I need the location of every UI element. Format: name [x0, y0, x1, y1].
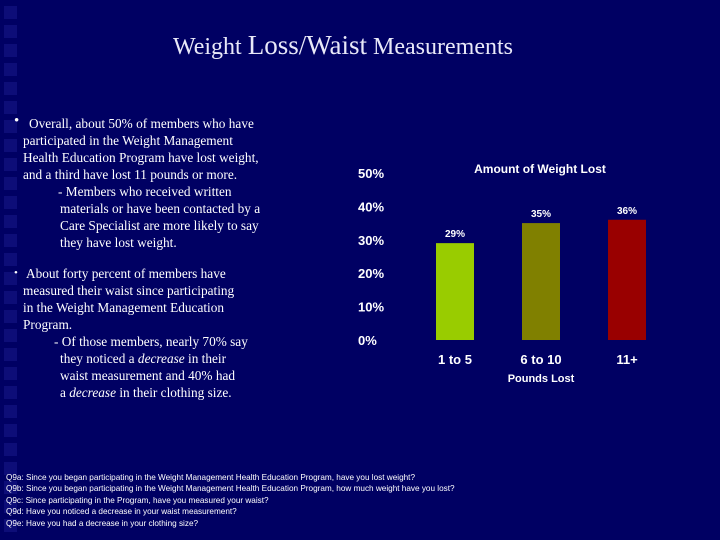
slide-title: Weight Loss/Waist Measurements: [0, 30, 686, 61]
sidebar-square: [4, 234, 17, 247]
bullet-weight-loss: • Overall, about 50% of members who have…: [14, 113, 261, 251]
bar-value-label: 36%: [617, 206, 637, 217]
sidebar-square: [4, 310, 17, 323]
sidebar-square: [4, 139, 17, 152]
sidebar-square: [4, 519, 17, 532]
sidebar-square: [4, 272, 17, 285]
footnote-q9c: Q9c: Since participating in the Program,…: [6, 495, 269, 505]
sidebar-square: [4, 177, 17, 190]
weight-lost-chart: Amount of Weight Lost 0% 10% 20% 30% 40% 50% 29…: [358, 162, 646, 385]
chart-title: Amount of Weight Lost: [474, 162, 606, 176]
sidebar-square: [4, 25, 17, 38]
bullet1-line-7: Care Specialist are more likely to say: [60, 218, 259, 233]
footnote-q9d: Q9d: Have you noticed a decrease in your…: [6, 507, 237, 517]
y-tick-label: 40%: [358, 199, 384, 214]
bar-2: [522, 223, 560, 340]
y-tick-label: 10%: [358, 300, 384, 315]
y-tick-label: 50%: [358, 166, 384, 181]
bullet-marker: •: [14, 267, 18, 279]
bullet1-line-4: and a third have lost 11 pounds or more.: [23, 167, 238, 182]
bullet2-line-1: About forty percent of members have: [26, 266, 226, 281]
bullet2-line-5: - Of those members, nearly 70% say: [54, 334, 248, 349]
sidebar-square: [4, 6, 17, 19]
bullet1-line-8: they have lost weight.: [60, 235, 177, 250]
bullet1-line-5: - Members who received written: [58, 184, 232, 199]
bullet-marker: •: [14, 113, 20, 129]
bar-value-label: 29%: [445, 229, 465, 240]
y-tick-label: 0%: [358, 333, 377, 348]
sidebar-square: [4, 120, 17, 133]
bullet-waist: • About forty percent of members have me…: [14, 265, 248, 401]
sidebar-decoration: [0, 0, 22, 540]
emphasis-decrease-2: decrease: [69, 385, 116, 400]
footnote-q9e: Q9e: Have you had a decrease in your clo…: [6, 518, 199, 528]
footnote-q9a: Q9a: Since you began participating in th…: [6, 473, 416, 482]
sidebar-square: [4, 348, 17, 361]
sidebar-square: [4, 101, 17, 114]
y-tick-label: 20%: [358, 266, 384, 281]
footnote-q9b: Q9b: Since you began participating in th…: [6, 484, 455, 494]
x-tick-label: 11+: [616, 352, 638, 367]
bullet1-line-2: participated in the Weight Management: [23, 133, 233, 148]
bar-value-label: 35%: [531, 209, 551, 220]
sidebar-square: [4, 424, 17, 437]
x-axis-label: Pounds Lost: [508, 373, 575, 385]
sidebar-square: [4, 44, 17, 57]
title-part-3: Measurements: [367, 34, 513, 60]
bullet1-line-3: Health Education Program have lost weigh…: [23, 150, 259, 165]
sidebar-square: [4, 215, 17, 228]
sidebar-square: [4, 443, 17, 456]
bullet1-line-6: materials or have been contacted by a: [60, 201, 261, 216]
y-tick-label: 30%: [358, 233, 384, 248]
sidebar-square: [4, 386, 17, 399]
bullet2-line-2: measured their waist since participating: [23, 283, 235, 298]
bullet2-line-6-end: in their: [188, 351, 227, 366]
sidebar-square: [4, 329, 17, 342]
sidebar-square: [4, 462, 17, 475]
sidebar-square: [4, 196, 17, 209]
sidebar-square: [4, 481, 17, 494]
sidebar-square: [4, 82, 17, 95]
bar-3: [608, 219, 646, 340]
bullet2-line-8: a decrease in their clothing size.: [14, 384, 248, 401]
emphasis-decrease: decrease: [137, 351, 185, 366]
x-tick-label: 1 to 5: [438, 352, 472, 367]
sidebar-square: [4, 291, 17, 304]
bullet2-line-3: in the Weight Management Education: [23, 300, 225, 315]
bullet2-line-7: waist measurement and 40% had: [60, 368, 236, 383]
bullet2-line-4: Program.: [23, 317, 73, 332]
bullet2-line-6: they noticed a decrease in their: [14, 350, 248, 367]
sidebar-square: [4, 63, 17, 76]
bullet2-line-6-start: they noticed a: [60, 351, 135, 366]
bar-1: [436, 243, 474, 340]
bullet1-line-1: Overall, about 50% of members who have: [29, 116, 254, 131]
bullet2-line-8-end: in their clothing size.: [119, 385, 232, 400]
sidebar-square: [4, 158, 17, 171]
sidebar-square: [4, 500, 17, 513]
sidebar-square: [4, 253, 17, 266]
bullet2-line-8-start: a: [60, 385, 66, 400]
title-part-2: Loss/Waist: [247, 30, 368, 60]
x-tick-label: 6 to 10: [520, 352, 561, 367]
title-part-1: Weight: [172, 34, 248, 60]
sidebar-square: [4, 367, 17, 380]
footnotes: Q9a: Since you began participating in th…: [6, 472, 455, 529]
sidebar-square: [4, 405, 17, 418]
